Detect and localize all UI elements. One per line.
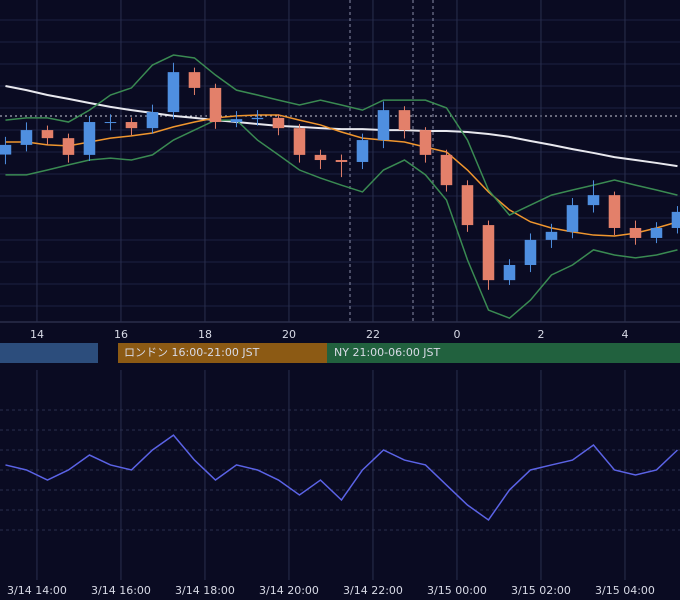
indicator-line — [5, 119, 678, 319]
x-tick-label: 14 — [30, 328, 44, 341]
x-tick-label: 3/14 20:00 — [259, 584, 319, 597]
rsi-line — [5, 434, 678, 521]
candle-body — [377, 110, 390, 141]
candle-body — [251, 117, 264, 120]
x-tick-label: 4 — [621, 328, 628, 341]
candle-body — [566, 205, 579, 232]
candle-body — [671, 211, 680, 228]
candle-body — [314, 154, 327, 161]
x-tick-label: 3/15 02:00 — [511, 584, 571, 597]
candle-body — [335, 160, 348, 162]
candle-body — [0, 144, 12, 155]
x-tick-label: 3/14 18:00 — [175, 584, 235, 597]
candle-body — [167, 72, 180, 113]
indicator-line — [5, 54, 678, 217]
candle-body — [608, 195, 621, 228]
candle-body — [272, 117, 285, 129]
candle-body — [482, 225, 495, 281]
candle-body — [524, 239, 537, 266]
candle-body — [356, 140, 369, 162]
candle-body — [293, 128, 306, 155]
candle-body — [41, 130, 54, 139]
session-bar — [0, 343, 98, 363]
session-bars: ロンドン 16:00-21:00 JST NY 21:00-06:00 JST — [0, 343, 680, 363]
candle-body — [461, 185, 474, 226]
rsi-grid — [0, 409, 680, 531]
x-tick-label: 20 — [282, 328, 296, 341]
session-label: NY 21:00-06:00 JST — [334, 346, 441, 359]
x-tick-label: 3/14 14:00 — [7, 584, 67, 597]
candle-body — [209, 87, 222, 123]
candle-body — [20, 130, 33, 145]
candle-body — [62, 138, 75, 155]
session-bar — [118, 343, 327, 363]
candle-body — [587, 195, 600, 206]
x-tick-label: 3/15 00:00 — [427, 584, 487, 597]
x-tick-label: 0 — [453, 328, 460, 341]
candle-body — [146, 112, 159, 129]
candle-body — [545, 231, 558, 240]
candle-body — [83, 122, 96, 155]
candle-body — [188, 72, 201, 88]
x-tick-label: 2 — [537, 328, 544, 341]
candle-body — [419, 130, 432, 155]
x-tick-label: 16 — [114, 328, 128, 341]
session-bar — [327, 343, 680, 363]
indicator-line — [5, 84, 678, 168]
session-label: ロンドン 16:00-21:00 JST — [124, 346, 260, 359]
candle-body — [104, 122, 117, 124]
candle-body — [629, 227, 642, 238]
candle-body — [440, 154, 453, 186]
candle-body — [398, 110, 411, 131]
x-tick-label: 3/15 04:00 — [595, 584, 655, 597]
candle-body — [650, 227, 663, 238]
candle-body — [503, 265, 516, 281]
x-tick-label: 3/14 22:00 — [343, 584, 403, 597]
candle-body — [230, 119, 243, 123]
x-tick-label: 22 — [366, 328, 380, 341]
x-tick-label: 3/14 16:00 — [91, 584, 151, 597]
candle-body — [125, 122, 138, 129]
x-tick-label: 18 — [198, 328, 212, 341]
indicator-line — [5, 114, 678, 237]
